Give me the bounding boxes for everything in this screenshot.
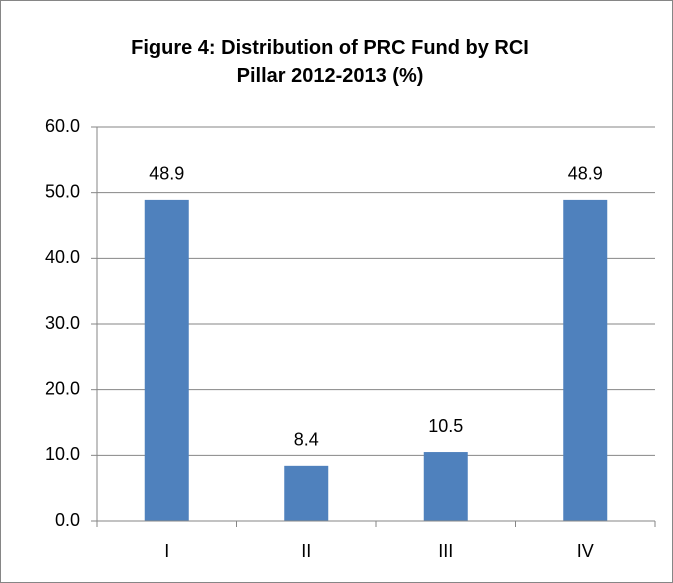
bar	[284, 465, 329, 521]
x-tick-label: II	[301, 541, 311, 561]
x-tick-label: I	[164, 541, 169, 561]
data-label: 48.9	[568, 164, 603, 184]
y-tick-label: 10.0	[45, 444, 80, 464]
bar	[563, 199, 608, 521]
y-tick-label: 50.0	[45, 181, 80, 201]
data-label: 10.5	[428, 416, 463, 436]
x-tick-label: III	[438, 541, 453, 561]
data-label: 48.9	[149, 164, 184, 184]
y-tick-label: 40.0	[45, 247, 80, 267]
y-tick-label: 60.0	[45, 116, 80, 136]
x-tick-label: IV	[577, 541, 594, 561]
y-tick-label: 20.0	[45, 378, 80, 398]
chart-title: Figure 4: Distribution of PRC Fund by RC…	[131, 37, 529, 87]
y-tick-label: 30.0	[45, 313, 80, 333]
y-tick-label: 0.0	[55, 510, 80, 530]
bar	[144, 199, 189, 521]
data-label: 8.4	[294, 430, 319, 450]
bar	[423, 452, 468, 521]
